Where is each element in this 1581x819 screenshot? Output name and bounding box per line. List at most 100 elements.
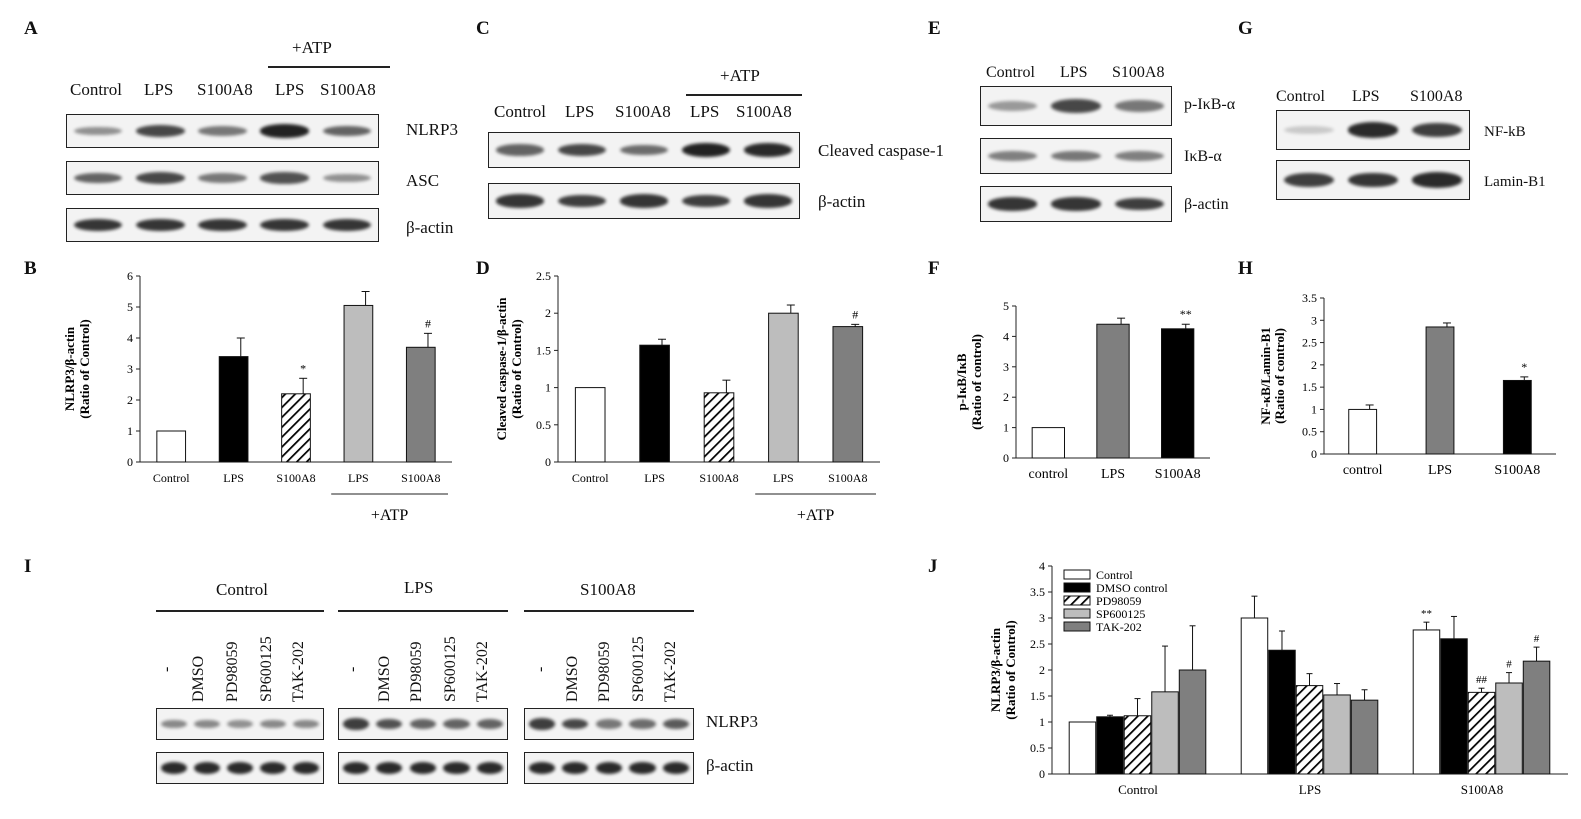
legend-swatch [1063,582,1091,593]
bar [281,393,311,463]
panel-label-i: I [24,556,32,577]
row-label: ASC [406,171,440,190]
lane-label: PD98059 [224,641,241,702]
bar [1502,379,1532,455]
y-tick-label: 2.5 [1030,637,1045,651]
lane-label: TAK-202 [662,641,679,702]
bar [1467,691,1496,775]
x-tick-label: LPS [1428,463,1452,478]
bar [1031,427,1065,459]
bar [1522,660,1551,775]
blot-band [193,719,220,729]
x-tick-label: control [1029,467,1069,482]
chart-h: 0 0.5 1 1.5 2 2.5 3 3.5 NF-κB/Lamin-B1 (Ratio of … [1258,291,1556,478]
atp-bracket-c [686,94,802,96]
blot-band [1051,197,1101,211]
blot-strip-nlrp3 [338,708,508,740]
lane-label: LPS [1060,64,1088,81]
group-bracket [156,610,324,612]
lane-label: LPS [275,80,305,99]
y-axis-label: (Ratio of Control) [77,319,92,418]
bar [1440,638,1468,775]
blot-band [663,718,690,730]
y-axis-label: NF-κB/Lamin-B1 [1258,327,1273,425]
lane-label: PD98059 [408,641,425,702]
y-tick-label: 4 [1039,560,1045,573]
legend-swatch [1063,608,1091,619]
blot-band [1051,99,1101,113]
y-tick-label: 1 [1311,402,1317,416]
bar [1323,694,1351,775]
bar [703,392,735,463]
y-axis-label: (Ratio of control) [969,334,984,430]
y-axis-label: (Ratio of Control) [509,319,524,418]
y-tick-label: 2.5 [536,269,551,283]
lane-label: Control [494,102,546,121]
x-tick-label: S100A8 [1155,467,1201,482]
lane-label: SP600125 [258,636,275,702]
y-tick-label: 1.5 [1302,380,1317,394]
blot-band [495,144,545,156]
blot-band [342,762,369,774]
bar [156,430,187,463]
chart-f: 0 1 2 3 4 5 p-IκB/IκB (Ratio of control) control… [954,299,1210,482]
blot-band [409,762,437,774]
y-tick-label: 3 [1311,313,1317,327]
blot-band [1348,122,1398,138]
blot-band [293,719,320,729]
blot-band [987,150,1038,162]
blot-band [136,218,185,232]
blot-band [409,719,437,729]
blot-band [160,719,187,729]
lane-label: TAK-202 [474,641,491,702]
blot-band [73,126,123,136]
blot-strip-nlrp3 [66,114,379,148]
y-tick-label: 0.5 [536,418,551,432]
significance-mark: # [1534,633,1540,645]
lane-label: TAK-202 [290,641,307,702]
blot-band [1114,197,1165,211]
bar [1295,685,1324,775]
x-tick-label: control [1343,463,1383,478]
bar [1240,617,1269,775]
bar [405,346,436,463]
blot-band [443,719,470,729]
blot-strip-ikb-alpha [980,138,1172,174]
blot-strip-beta-actin [338,752,508,784]
blot-band [342,718,369,730]
blot-strip-cleaved-caspase-1 [488,132,800,168]
legend-swatch [1063,621,1091,632]
row-label: NLRP3 [706,712,758,731]
blot-band [443,762,470,774]
y-tick-label: 0 [545,455,551,469]
blot-strip-p-ikb-alpha [980,86,1172,126]
significance-mark: ## [1476,674,1488,686]
y-tick-label: 1 [545,381,551,395]
blot-band [743,143,793,157]
panel-label-b: B [24,258,37,279]
blot-band [1284,125,1334,134]
x-tick-label: S100A8 [1461,782,1504,797]
x-tick-label: S100A8 [1494,463,1540,478]
row-label: Cleaved caspase-1 [818,141,945,160]
y-tick-label: 5 [127,300,133,314]
bar [1068,721,1097,775]
blot-band [619,194,669,208]
significance-mark: # [1506,659,1512,671]
blot-band [681,194,731,208]
row-label: p-IκB-α [1184,96,1236,113]
lane-label: LPS [565,102,595,121]
significance-mark: # [852,307,858,321]
legend-label: TAK-202 [1096,620,1142,634]
blot-band [227,719,253,729]
y-tick-label: 2.5 [1302,336,1317,350]
group-label: LPS [404,578,434,597]
x-tick-label: LPS [223,471,244,485]
panel-label-h: H [1238,258,1253,279]
y-tick-label: 4 [1003,329,1009,343]
y-tick-label: 0 [1039,767,1045,781]
blot-band [376,718,403,730]
blot-band [376,762,403,774]
lane-label: - [532,666,549,672]
blot-band [1114,150,1165,162]
